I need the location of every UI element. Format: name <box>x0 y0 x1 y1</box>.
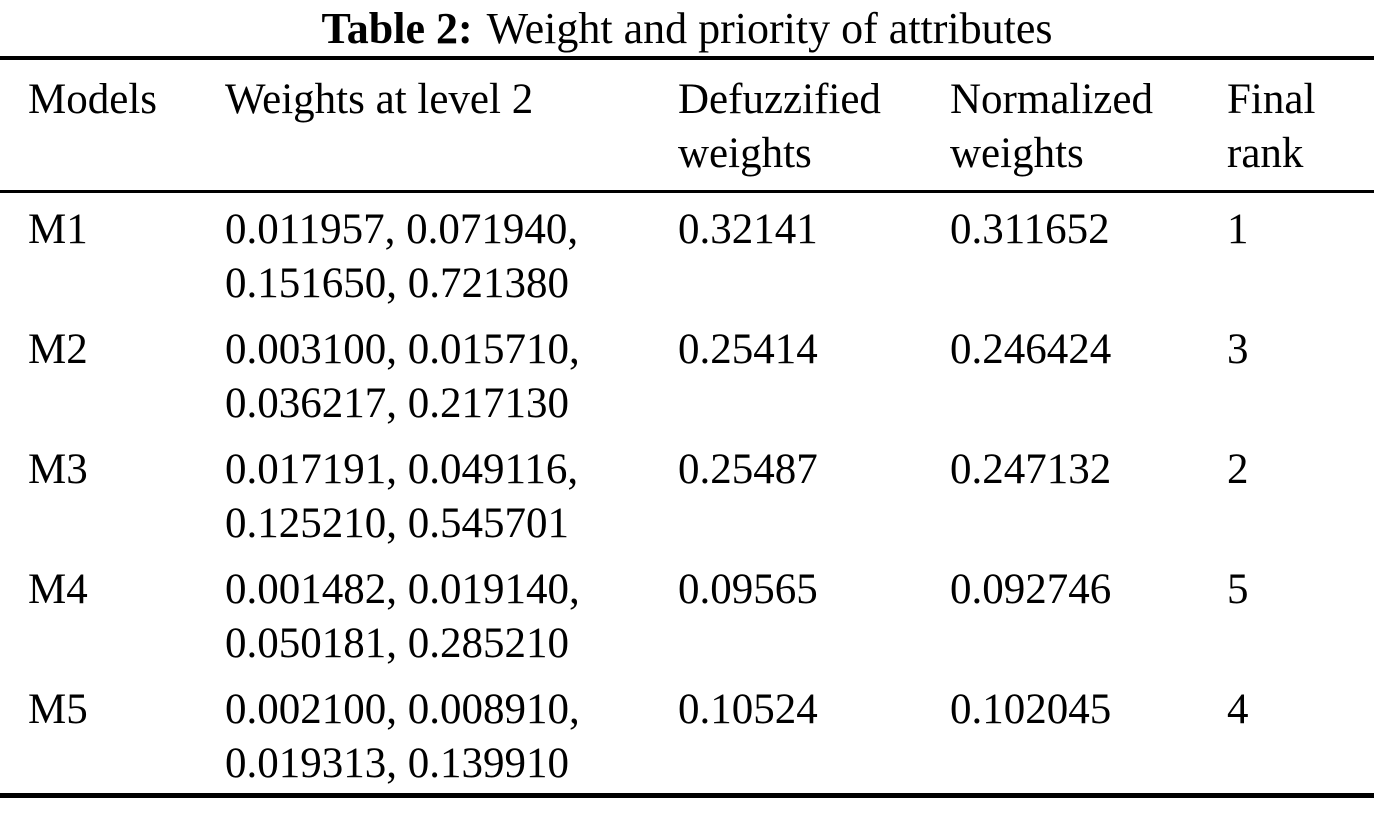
weights-cell: 0.001482, 0.019140, 0.050181, 0.285210 <box>225 553 678 673</box>
table-row-m2: M2 0.003100, 0.015710, 0.036217, 0.21713… <box>0 313 1374 433</box>
rank-cell: 2 <box>1227 446 1249 493</box>
weights-line-1: 0.017191, 0.049116, <box>225 446 579 493</box>
table-caption-text: Weight and priority of attributes <box>486 4 1053 53</box>
table-row-m5: M5 0.002100, 0.008910, 0.019313, 0.13991… <box>0 673 1374 796</box>
weights-cell: 0.002100, 0.008910, 0.019313, 0.139910 <box>225 673 678 796</box>
weights-line-1: 0.001482, 0.019140, <box>225 566 580 613</box>
normalized-cell: 0.311652 <box>950 206 1110 253</box>
weights-cell: 0.011957, 0.071940, 0.151650, 0.721380 <box>225 192 678 314</box>
weights-cell: 0.017191, 0.049116, 0.125210, 0.545701 <box>225 433 678 553</box>
table-row-m3: M3 0.017191, 0.049116, 0.125210, 0.54570… <box>0 433 1374 553</box>
weights-line-1: 0.002100, 0.008910, <box>225 686 580 733</box>
defuzzified-cell: 0.32141 <box>678 206 818 253</box>
table-row-m4: M4 0.001482, 0.019140, 0.050181, 0.28521… <box>0 553 1374 673</box>
rank-cell: 3 <box>1227 326 1249 373</box>
table-caption-label: Table 2: <box>321 4 473 53</box>
defuzzified-cell: 0.10524 <box>678 686 818 733</box>
header-defuzzified: Defuzzified weights <box>678 58 950 193</box>
normalized-cell: 0.102045 <box>950 686 1112 733</box>
defuzzified-cell: 0.09565 <box>678 566 818 613</box>
header-rank: Final rank <box>1227 58 1374 193</box>
attributes-table: Models Weights at level 2 Defuzzified we… <box>0 56 1374 798</box>
weights-line-2: 0.036217, 0.217130 <box>225 380 569 427</box>
normalized-cell: 0.247132 <box>950 446 1112 493</box>
rank-cell: 1 <box>1227 206 1249 253</box>
table-row-m1: M1 0.011957, 0.071940, 0.151650, 0.72138… <box>0 192 1374 314</box>
weights-line-2: 0.050181, 0.285210 <box>225 620 569 667</box>
table-body: M1 0.011957, 0.071940, 0.151650, 0.72138… <box>0 192 1374 796</box>
header-weights: Weights at level 2 <box>225 58 678 193</box>
weights-line-1: 0.003100, 0.015710, <box>225 326 580 373</box>
header-row: Models Weights at level 2 Defuzzified we… <box>0 58 1374 193</box>
table-header: Models Weights at level 2 Defuzzified we… <box>0 58 1374 193</box>
rank-cell: 4 <box>1227 686 1249 733</box>
weights-cell: 0.003100, 0.015710, 0.036217, 0.217130 <box>225 313 678 433</box>
model-cell: M2 <box>28 326 88 373</box>
weights-line-1: 0.011957, 0.071940, <box>225 206 579 253</box>
table-caption: Table 2: Weight and priority of attribute… <box>0 0 1374 56</box>
model-cell: M1 <box>28 206 88 253</box>
defuzzified-cell: 0.25414 <box>678 326 818 373</box>
header-models: Models <box>0 58 225 193</box>
header-normalized: Normalized weights <box>950 58 1227 193</box>
model-cell: M3 <box>28 446 88 493</box>
weights-line-2: 0.151650, 0.721380 <box>225 260 569 307</box>
normalized-cell: 0.092746 <box>950 566 1112 613</box>
weights-line-2: 0.019313, 0.139910 <box>225 740 569 787</box>
model-cell: M5 <box>28 686 88 733</box>
defuzzified-cell: 0.25487 <box>678 446 818 493</box>
rank-cell: 5 <box>1227 566 1249 613</box>
weights-line-2: 0.125210, 0.545701 <box>225 500 569 547</box>
normalized-cell: 0.246424 <box>950 326 1112 373</box>
model-cell: M4 <box>28 566 88 613</box>
